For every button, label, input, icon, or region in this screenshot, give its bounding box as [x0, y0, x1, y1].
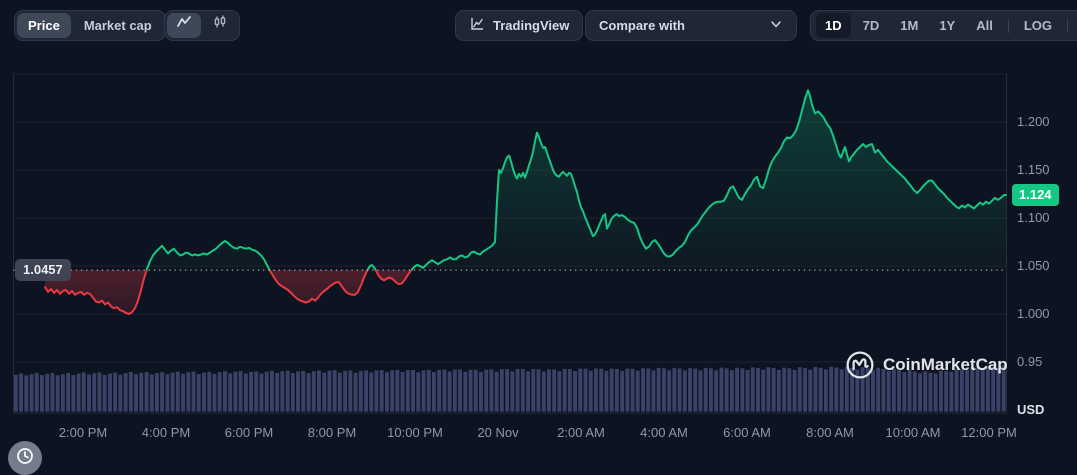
x-axis-label: 10:00 AM: [885, 425, 941, 440]
price-tab[interactable]: Price: [17, 13, 71, 38]
compare-with-label: Compare with: [599, 18, 685, 33]
divider: [1007, 18, 1009, 33]
volume-bars: [13, 365, 1006, 412]
coinmarketcap-logo-icon: [845, 350, 875, 380]
baseline-price-label: 1.0457: [15, 259, 71, 282]
history-button[interactable]: [8, 441, 42, 475]
range-7d-button[interactable]: 7D: [862, 18, 880, 33]
current-price-badge: 1.124: [1012, 183, 1059, 206]
x-axis-label: 8:00 PM: [307, 425, 357, 440]
market-cap-tab[interactable]: Market cap: [83, 18, 152, 33]
x-axis-label: 2:00 AM: [557, 425, 605, 440]
watermark-label: CoinMarketCap: [883, 355, 1008, 374]
range-1m-button[interactable]: 1M: [900, 18, 919, 33]
x-axis-label: 4:00 PM: [141, 425, 191, 440]
tradingview-button[interactable]: TradingView: [455, 10, 584, 41]
range-1d-button[interactable]: 1D: [816, 13, 851, 38]
divider: [1067, 18, 1069, 33]
tradingview-chart-icon: [469, 16, 485, 35]
tradingview-button-label: TradingView: [493, 18, 570, 33]
range-1y-button[interactable]: 1Y: [939, 18, 956, 33]
x-axis-label: 2:00 PM: [58, 425, 108, 440]
candlestick-chart-type-button[interactable]: [203, 13, 237, 38]
range-selector-group: 1D 7D 1M 1Y All LOG ⋯: [810, 10, 1077, 41]
y-axis-label: 0.95: [1017, 354, 1043, 369]
x-axis-label: 4:00 AM: [640, 425, 688, 440]
price-line-up: [145, 89, 1007, 271]
chart-type-toggle-group: [164, 10, 240, 41]
compare-with-dropdown[interactable]: Compare with: [585, 10, 797, 41]
y-axis-label: 1.150: [1017, 162, 1050, 177]
y-axis-label: 1.000: [1017, 306, 1050, 321]
line-chart-icon: [176, 13, 192, 38]
x-axis-label: 10:00 PM: [387, 425, 443, 440]
x-axis-label: 12:00 PM: [961, 425, 1017, 440]
x-axis-label: 20 Nov: [477, 425, 519, 440]
metric-toggle-group: Price Market cap: [14, 10, 166, 41]
area-fill-up: [45, 90, 1006, 271]
x-axis-label: 8:00 AM: [806, 425, 854, 440]
y-axis-label: 1.100: [1017, 210, 1050, 225]
chevron-down-icon: [769, 17, 783, 34]
price-chart-canvas[interactable]: [0, 0, 1077, 456]
x-axis-label: 6:00 AM: [723, 425, 771, 440]
clock-icon: [15, 446, 35, 471]
x-axis-label: 6:00 PM: [224, 425, 274, 440]
range-all-button[interactable]: All: [976, 18, 993, 33]
y-axis-label: 1.200: [1017, 114, 1050, 129]
line-chart-type-button[interactable]: [167, 13, 201, 38]
y-axis-label: 1.050: [1017, 258, 1050, 273]
coinmarketcap-watermark: CoinMarketCap: [845, 350, 1008, 380]
y-axis-unit-label: USD: [1017, 402, 1045, 417]
log-scale-button[interactable]: LOG: [1023, 18, 1053, 33]
candlestick-icon: [212, 13, 228, 38]
